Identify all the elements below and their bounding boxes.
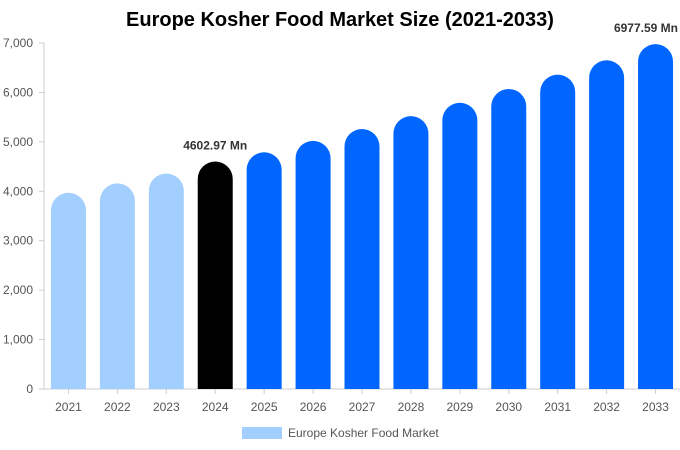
bar-2029: [442, 102, 478, 390]
x-tick-label: 2029: [446, 400, 473, 414]
y-tick-label: 2,000: [3, 283, 33, 297]
x-tick-label: 2030: [495, 400, 522, 414]
bar-2022: [99, 183, 135, 389]
y-tick-label: 4,000: [3, 184, 33, 198]
x-tick-label: 2023: [153, 400, 180, 414]
x-tick-label: 2025: [251, 400, 278, 414]
x-tick-label: 2021: [55, 400, 82, 414]
x-tick-label: 2024: [202, 400, 229, 414]
legend-swatch: [242, 427, 282, 439]
x-tick-label: 2022: [104, 400, 131, 414]
bar-2028: [393, 116, 429, 389]
bar-2030: [491, 88, 527, 390]
data-label: 6977.59 Mn: [614, 21, 678, 35]
bar-2024: [197, 161, 233, 389]
x-tick-label: 2026: [300, 400, 327, 414]
x-tick-label: 2027: [349, 400, 376, 414]
x-tick-label: 2031: [544, 400, 571, 414]
bar-2033: [638, 44, 674, 389]
y-tick-label: 5,000: [3, 135, 33, 149]
y-tick-label: 0: [26, 382, 33, 396]
data-label: 4602.97 Mn: [183, 138, 247, 152]
y-tick-label: 7,000: [3, 36, 33, 50]
x-tick-label: 2032: [593, 400, 620, 414]
x-tick-label: 2028: [398, 400, 425, 414]
chart-title: Europe Kosher Food Market Size (2021-203…: [126, 9, 554, 31]
bar-2023: [148, 173, 184, 389]
bar-2021: [50, 192, 86, 389]
bar-2027: [344, 129, 380, 389]
y-tick-label: 1,000: [3, 333, 33, 347]
x-tick-label: 2033: [642, 400, 669, 414]
bar-2031: [540, 74, 576, 390]
bar-2025: [246, 152, 282, 389]
y-tick-label: 6,000: [3, 85, 33, 99]
bar-2026: [295, 140, 331, 389]
legend-label: Europe Kosher Food Market: [288, 426, 439, 440]
y-tick-label: 3,000: [3, 234, 33, 248]
legend[interactable]: Europe Kosher Food Market: [242, 426, 439, 440]
bar-2032: [589, 60, 625, 390]
